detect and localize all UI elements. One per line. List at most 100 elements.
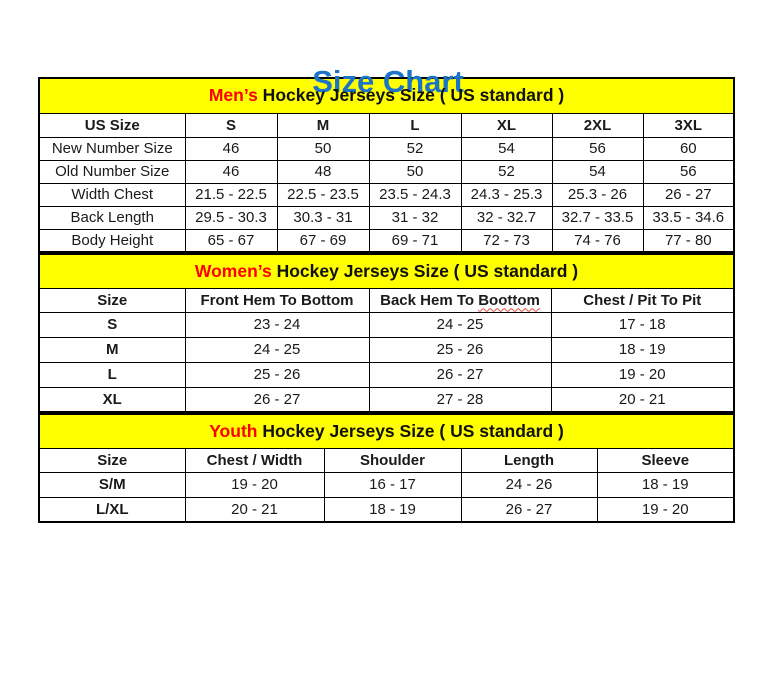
table-cell: 72 - 73 xyxy=(460,228,553,253)
column-header: 2XL xyxy=(551,112,644,138)
youth-size-table: Youth Hockey Jerseys Size ( US standard … xyxy=(38,413,736,523)
womens-table-title-row: Women’s Hockey Jerseys Size ( US standar… xyxy=(38,253,735,289)
table-cell: 26 - 27 xyxy=(460,496,598,523)
table-cell: 27 - 28 xyxy=(368,386,552,413)
table-row: Old Number Size 46 48 50 52 54 56 xyxy=(38,159,735,184)
table-cell: 46 xyxy=(184,159,278,184)
table-cell: 74 - 76 xyxy=(551,228,644,253)
row-label: Back Length xyxy=(38,205,186,230)
table-row: S/M 19 - 20 16 - 17 24 - 26 18 - 19 xyxy=(38,471,735,498)
misspelled-word: Boottom xyxy=(478,291,540,309)
table-cell: 24.3 - 25.3 xyxy=(460,182,553,207)
table-row: Body Height 65 - 67 67 - 69 69 - 71 72 -… xyxy=(38,228,735,253)
column-header: XL xyxy=(460,112,553,138)
table-cell: 52 xyxy=(368,136,462,161)
mens-size-table: Men’s Hockey Jerseys Size ( US standard … xyxy=(38,77,736,253)
table-row: Width Chest 21.5 - 22.5 22.5 - 23.5 23.5… xyxy=(38,182,735,207)
table-cell: 67 - 69 xyxy=(276,228,370,253)
table-cell: 20 - 21 xyxy=(184,496,325,523)
table-row: New Number Size 46 50 52 54 56 60 xyxy=(38,136,735,161)
mens-header-row: US Size S M L XL 2XL 3XL xyxy=(38,112,735,138)
table-cell: 65 - 67 xyxy=(184,228,278,253)
table-cell: 26 - 27 xyxy=(368,361,552,388)
row-label: XL xyxy=(38,386,186,413)
column-header: S xyxy=(184,112,278,138)
womens-title-highlight: Women’s xyxy=(194,260,272,281)
row-label: L/XL xyxy=(38,496,186,523)
table-cell: 48 xyxy=(276,159,370,184)
table-row: L/XL 20 - 21 18 - 19 26 - 27 19 - 20 xyxy=(38,496,735,523)
table-cell: 31 - 32 xyxy=(368,205,462,230)
table-cell: 69 - 71 xyxy=(368,228,462,253)
table-cell: 54 xyxy=(551,159,644,184)
column-header: Sleeve xyxy=(596,447,735,473)
youth-title-highlight: Youth xyxy=(209,420,258,441)
table-row: XL 26 - 27 27 - 28 20 - 21 xyxy=(38,386,735,413)
table-cell: 50 xyxy=(368,159,462,184)
table-cell: 56 xyxy=(642,159,735,184)
table-cell: 26 - 27 xyxy=(642,182,735,207)
table-cell: 32.7 - 33.5 xyxy=(551,205,644,230)
size-chart-tables: Men’s Hockey Jerseys Size ( US standard … xyxy=(38,77,736,523)
table-cell: 30.3 - 31 xyxy=(276,205,370,230)
table-cell: 21.5 - 22.5 xyxy=(184,182,278,207)
mens-table-title-row: Men’s Hockey Jerseys Size ( US standard … xyxy=(38,77,735,114)
column-header: Length xyxy=(460,447,598,473)
table-cell: 19 - 20 xyxy=(550,361,735,388)
table-cell: 24 - 26 xyxy=(460,471,598,498)
table-cell: 54 xyxy=(460,136,553,161)
column-header: Back Hem To Boottom xyxy=(368,287,552,313)
table-cell: 56 xyxy=(551,136,644,161)
womens-header-row: Size Front Hem To Bottom Back Hem To Boo… xyxy=(38,287,735,313)
column-header: Front Hem To Bottom xyxy=(184,287,370,313)
table-cell: 24 - 25 xyxy=(368,311,552,338)
table-cell: 25 - 26 xyxy=(184,361,370,388)
table-row: S 23 - 24 24 - 25 17 - 18 xyxy=(38,311,735,338)
column-header: 3XL xyxy=(642,112,735,138)
table-cell: 32 - 32.7 xyxy=(460,205,553,230)
table-cell: 33.5 - 34.6 xyxy=(642,205,735,230)
table-cell: 20 - 21 xyxy=(550,386,735,413)
row-label: Old Number Size xyxy=(38,159,186,184)
column-header: Chest / Width xyxy=(184,447,325,473)
table-row: L 25 - 26 26 - 27 19 - 20 xyxy=(38,361,735,388)
row-label: New Number Size xyxy=(38,136,186,161)
column-header: Chest / Pit To Pit xyxy=(550,287,735,313)
womens-size-table: Women’s Hockey Jerseys Size ( US standar… xyxy=(38,253,736,413)
table-cell: 22.5 - 23.5 xyxy=(276,182,370,207)
column-header: US Size xyxy=(38,112,186,138)
table-cell: 26 - 27 xyxy=(184,386,370,413)
table-cell: 24 - 25 xyxy=(184,336,370,363)
youth-title-rest: Hockey Jerseys Size ( US standard ) xyxy=(257,420,564,441)
column-header: Size xyxy=(38,287,186,313)
column-header: M xyxy=(276,112,370,138)
row-label: S/M xyxy=(38,471,186,498)
womens-table-title: Women’s Hockey Jerseys Size ( US standar… xyxy=(38,253,735,289)
mens-table-title: Men’s Hockey Jerseys Size ( US standard … xyxy=(38,77,735,114)
table-cell: 50 xyxy=(276,136,370,161)
table-cell: 16 - 17 xyxy=(323,471,462,498)
row-label: Width Chest xyxy=(38,182,186,207)
row-label: S xyxy=(38,311,186,338)
column-header: Shoulder xyxy=(323,447,462,473)
table-cell: 23 - 24 xyxy=(184,311,370,338)
table-row: Back Length 29.5 - 30.3 30.3 - 31 31 - 3… xyxy=(38,205,735,230)
table-cell: 19 - 20 xyxy=(596,496,735,523)
column-header: Size xyxy=(38,447,186,473)
row-label: M xyxy=(38,336,186,363)
table-cell: 25 - 26 xyxy=(368,336,552,363)
table-cell: 23.5 - 24.3 xyxy=(368,182,462,207)
table-cell: 18 - 19 xyxy=(596,471,735,498)
table-cell: 77 - 80 xyxy=(642,228,735,253)
table-cell: 60 xyxy=(642,136,735,161)
youth-table-title: Youth Hockey Jerseys Size ( US standard … xyxy=(38,413,735,449)
youth-header-row: Size Chest / Width Shoulder Length Sleev… xyxy=(38,447,735,473)
table-cell: 46 xyxy=(184,136,278,161)
table-row: M 24 - 25 25 - 26 18 - 19 xyxy=(38,336,735,363)
table-cell: 18 - 19 xyxy=(550,336,735,363)
table-cell: 19 - 20 xyxy=(184,471,325,498)
row-label: L xyxy=(38,361,186,388)
page-title: Size Chart xyxy=(312,64,464,99)
column-header: L xyxy=(368,112,462,138)
table-cell: 29.5 - 30.3 xyxy=(184,205,278,230)
